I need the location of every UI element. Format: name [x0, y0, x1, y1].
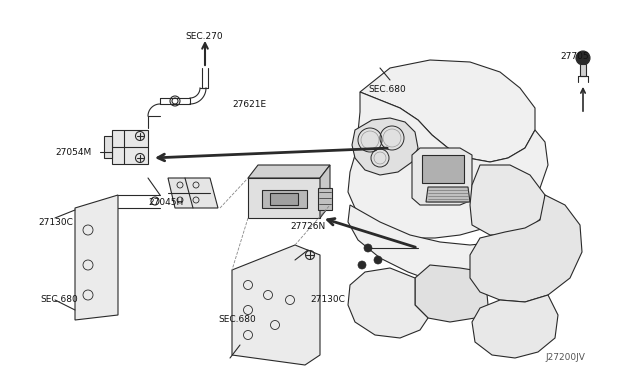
Circle shape: [576, 51, 590, 65]
Polygon shape: [412, 148, 472, 205]
Bar: [104, 136, 112, 158]
Circle shape: [358, 261, 366, 269]
Polygon shape: [360, 60, 535, 162]
Text: 27130C: 27130C: [38, 218, 73, 227]
Bar: [422, 155, 464, 183]
Text: J27200JV: J27200JV: [545, 353, 585, 362]
Text: 27621E: 27621E: [232, 100, 266, 109]
Polygon shape: [348, 92, 548, 238]
Circle shape: [364, 244, 372, 252]
Bar: [580, 64, 586, 76]
Polygon shape: [470, 165, 545, 235]
Circle shape: [374, 256, 382, 264]
Bar: [112, 130, 148, 164]
Polygon shape: [320, 165, 330, 218]
Polygon shape: [415, 265, 488, 322]
Text: SEC.270: SEC.270: [185, 32, 223, 41]
Polygon shape: [472, 295, 558, 358]
Text: 27054M: 27054M: [55, 148, 92, 157]
Polygon shape: [248, 165, 330, 178]
Polygon shape: [168, 178, 218, 208]
Text: SEC.680: SEC.680: [218, 315, 256, 324]
Text: 27130C: 27130C: [310, 295, 345, 304]
Text: SEC.680: SEC.680: [40, 295, 77, 304]
Polygon shape: [470, 195, 582, 302]
Polygon shape: [348, 205, 548, 285]
Bar: [262, 190, 307, 208]
Polygon shape: [248, 178, 320, 218]
Polygon shape: [352, 118, 418, 175]
Text: 27045H: 27045H: [148, 198, 183, 207]
Text: 27726N: 27726N: [290, 222, 325, 231]
Polygon shape: [75, 195, 118, 320]
Text: SEC.680: SEC.680: [368, 85, 406, 94]
Polygon shape: [348, 268, 428, 338]
Bar: [318, 188, 332, 210]
Text: 27705: 27705: [560, 52, 589, 61]
Bar: [270, 193, 298, 205]
Polygon shape: [426, 187, 470, 202]
Polygon shape: [232, 245, 320, 365]
